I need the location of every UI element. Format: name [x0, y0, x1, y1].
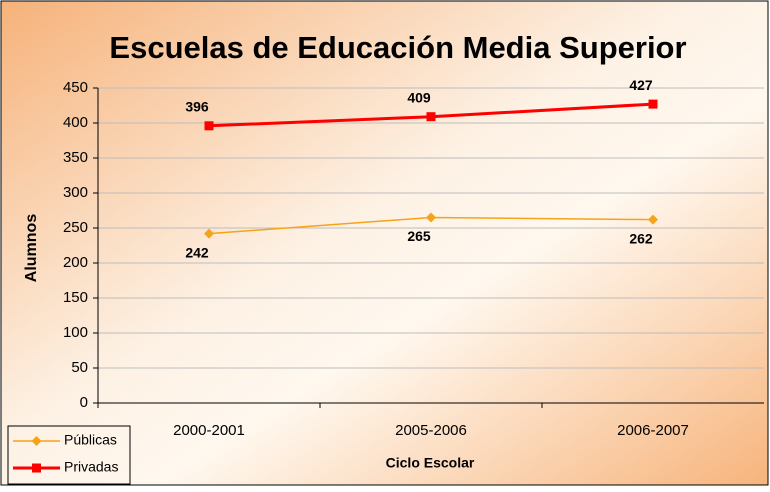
- legend-box: [7, 425, 131, 485]
- y-tick-label: 100: [63, 324, 88, 341]
- data-label: 396: [185, 99, 209, 115]
- x-tick-label: 2005-2006: [395, 422, 467, 439]
- legend-marker: [32, 463, 41, 473]
- data-point: [204, 228, 214, 239]
- y-tick-label: 400: [63, 114, 88, 131]
- y-tick-label: 0: [80, 394, 88, 411]
- legend-marker: [31, 436, 42, 446]
- x-tick-label: 2006-2007: [617, 422, 689, 439]
- x-tick-label: 2000-2001: [173, 422, 245, 439]
- x-axis-label: Ciclo Escolar: [386, 455, 475, 471]
- data-point: [426, 112, 436, 122]
- y-tick-label: 50: [71, 359, 88, 376]
- data-label: 427: [629, 77, 653, 93]
- y-tick-label: 450: [63, 79, 88, 96]
- y-tick-label: 350: [63, 149, 88, 166]
- y-tick-label: 150: [63, 289, 88, 306]
- chart-title: Escuelas de Educación Media Superior: [109, 30, 686, 65]
- legend-label: Públicas: [64, 432, 117, 448]
- y-tick-label: 200: [63, 254, 88, 271]
- data-point: [648, 99, 658, 109]
- data-label: 242: [185, 244, 209, 260]
- data-point: [648, 214, 658, 225]
- data-label: 409: [407, 89, 431, 105]
- y-axis-label: Alumnos: [23, 214, 40, 283]
- data-point: [204, 121, 214, 131]
- data-label: 265: [407, 228, 431, 244]
- data-label: 262: [629, 230, 653, 246]
- data-point: [426, 212, 436, 223]
- y-tick-label: 250: [63, 219, 88, 236]
- y-tick-label: 300: [63, 184, 88, 201]
- legend-label: Privadas: [64, 459, 118, 475]
